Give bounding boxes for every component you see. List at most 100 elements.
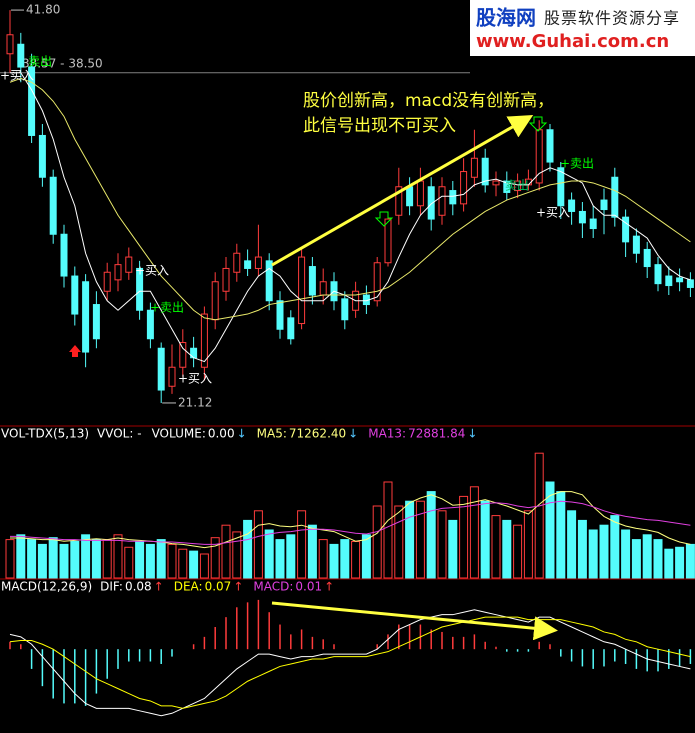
candle-body (589, 218, 597, 230)
candle-body (406, 186, 414, 207)
volume-bar (286, 534, 296, 579)
candle-body (611, 176, 619, 218)
volume-bar (513, 524, 523, 579)
candle-body (308, 266, 316, 296)
candle-body (416, 180, 424, 207)
watermark-logo: 股海网 (476, 6, 536, 30)
candle-body (49, 176, 57, 235)
volume-bar (91, 539, 101, 579)
candle-body (60, 233, 68, 277)
price-line-label: 38.57 - 38.50 (22, 56, 103, 70)
volume-bar (415, 500, 425, 579)
candle-body (438, 186, 446, 216)
candle-body (6, 34, 14, 55)
candle-body (470, 157, 478, 178)
candle-body (287, 317, 295, 340)
volume-ma-line (10, 491, 691, 549)
volume-bar (545, 481, 555, 579)
candle-body (71, 275, 79, 315)
candle-body (384, 218, 392, 264)
volume-bar (253, 510, 263, 579)
annotation-arrow (271, 601, 558, 641)
candle-body (676, 277, 684, 283)
candle-body (28, 66, 36, 136)
candle-body (503, 180, 511, 193)
volume-bar (459, 495, 469, 579)
candle-body (600, 199, 608, 211)
candle-body (114, 264, 122, 281)
signal-arrow (528, 116, 548, 132)
volume-bar (156, 539, 166, 579)
volume-bar (448, 519, 458, 579)
candle-body (546, 129, 554, 163)
ma-line (9, 77, 691, 321)
candle-body (686, 279, 694, 288)
candle-body (643, 248, 651, 268)
legend-text: VOLUME: (152, 427, 206, 441)
volume-bar (124, 546, 134, 579)
volume-bar (264, 529, 274, 579)
legend-text: ↑ (324, 580, 334, 594)
volume-bar (221, 524, 231, 579)
candle-body (222, 267, 230, 292)
candle-body (244, 260, 252, 269)
candle-body (632, 235, 640, 254)
legend-text: MA13: (368, 427, 406, 441)
legend-text: DIF: (100, 580, 123, 594)
candle-body (136, 267, 144, 311)
volume-bar (621, 529, 631, 579)
volume-bar (523, 510, 533, 579)
volume-bar (631, 539, 641, 579)
candle-body (460, 171, 468, 205)
volume-bar (145, 543, 155, 579)
volume-bar (588, 529, 598, 579)
volume-bar (664, 548, 674, 579)
legend-text: DEA: (174, 580, 203, 594)
candle-body (319, 281, 327, 296)
signal-label: +卖出 (560, 157, 594, 171)
watermark-slogan: 股票软件资源分享 (544, 9, 680, 28)
volume-bar (102, 539, 112, 579)
volume-bar (426, 491, 436, 579)
volume-bar (297, 510, 307, 579)
candle-body (17, 43, 25, 68)
candle-body (341, 298, 349, 321)
legend-text: 72881.84 (408, 427, 465, 441)
legend-text: ↓ (348, 427, 358, 441)
candle-body (492, 180, 500, 186)
volume-bar (480, 500, 490, 579)
volume-bar (210, 537, 220, 579)
volume-bar (135, 541, 145, 579)
signal-label: 卖出 (505, 179, 529, 193)
volume-bar (5, 539, 15, 579)
volume-bar (610, 515, 620, 579)
candle-body (200, 313, 208, 368)
volume-bar (329, 543, 339, 579)
volume-bar (59, 543, 69, 579)
annotation: 此信号出现不可买入 (303, 116, 456, 136)
candle-body (179, 342, 187, 368)
volume-bar (653, 539, 663, 579)
volume-bar (361, 534, 371, 579)
volume-bar (340, 539, 350, 579)
volume-bar (37, 543, 47, 579)
legend-text: ↑ (233, 580, 243, 594)
volume-ma-line (10, 500, 691, 545)
candle-body (481, 157, 489, 186)
candle-body (622, 216, 630, 243)
candle-body (514, 180, 522, 192)
candle-body (233, 252, 241, 273)
candle-body (654, 264, 662, 285)
legend-text: MA5: (257, 427, 287, 441)
volume-bar (577, 519, 587, 579)
volume-bar (16, 534, 26, 579)
candle-body (254, 256, 262, 269)
watermark-bg (470, 0, 695, 56)
volume-bar (243, 519, 253, 579)
signal-label: +买入 (536, 206, 570, 220)
legend-text: MACD(12,26,9) (1, 580, 92, 594)
watermark-url: www.Guhai.com.cn (476, 31, 669, 52)
candle-body (578, 210, 586, 224)
volume-bar (351, 541, 361, 579)
